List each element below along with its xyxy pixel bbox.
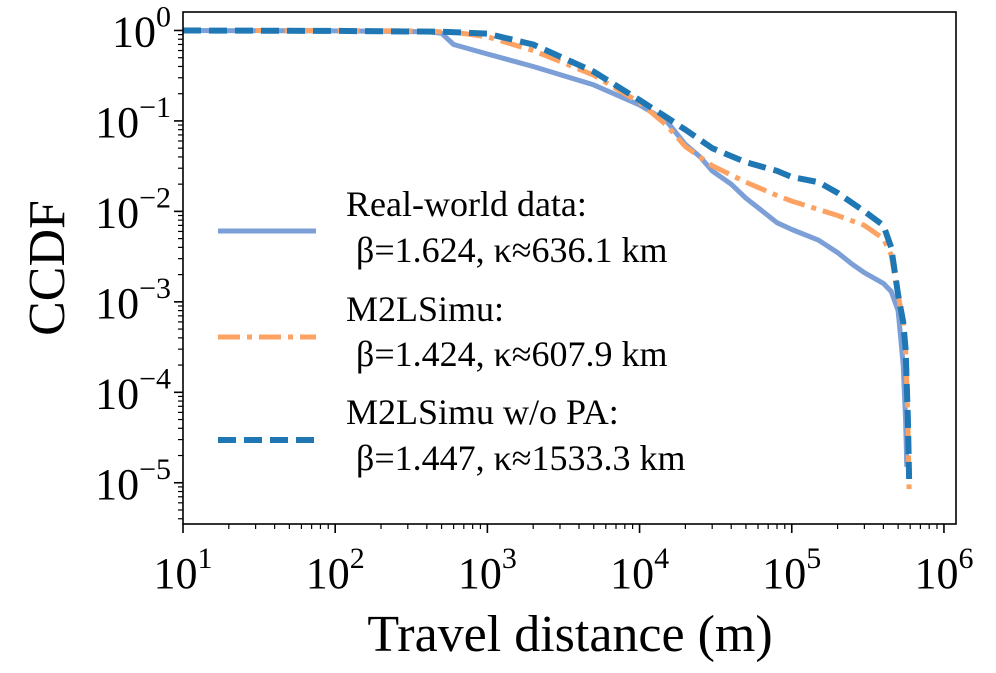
legend-params-m2lsimu: β=1.424, κ≈607.9 km [356,334,668,374]
y-tick-label: 10−1 [95,91,171,147]
series-line-2 [182,27,913,480]
x-tick-label: 106 [914,542,973,598]
x-tick-label: 103 [458,542,517,598]
legend-params-real-world: β=1.624, κ≈636.1 km [356,230,668,270]
y-axis-title: CCDF [19,200,76,336]
x-tick-label: 101 [154,542,213,598]
ticks-layer: 101 102 103 104 105 106 100 10−1 10−2 10−3 10−4 10−… [95,0,973,598]
legend-params-m2lsimu-wo-pa: β=1.447, κ≈1533.3 km [356,438,686,478]
y-tick-label: 10−2 [95,181,171,237]
y-tick-label: 10−3 [95,272,171,328]
x-tick-label: 105 [762,542,821,598]
series-layer [182,27,913,490]
y-tick-label: 10−5 [95,453,171,509]
y-tick-label: 10−4 [95,362,171,418]
x-tick-label: 102 [306,542,365,598]
series-line-0 [182,28,910,467]
legend: Real-world data: β=1.624, κ≈636.1 km M2L… [218,184,686,478]
legend-label-real-world: Real-world data: [346,184,587,224]
plot-frame [182,11,957,525]
y-tick-label: 100 [112,0,171,56]
series-line-1 [255,28,912,490]
legend-label-m2lsimu-wo-pa: M2LSimu w/o PA: [346,392,619,432]
legend-label-m2lsimu: M2LSimu: [346,289,504,329]
x-axis-title: Travel distance (m) [367,606,772,663]
x-tick-label: 104 [610,542,669,598]
